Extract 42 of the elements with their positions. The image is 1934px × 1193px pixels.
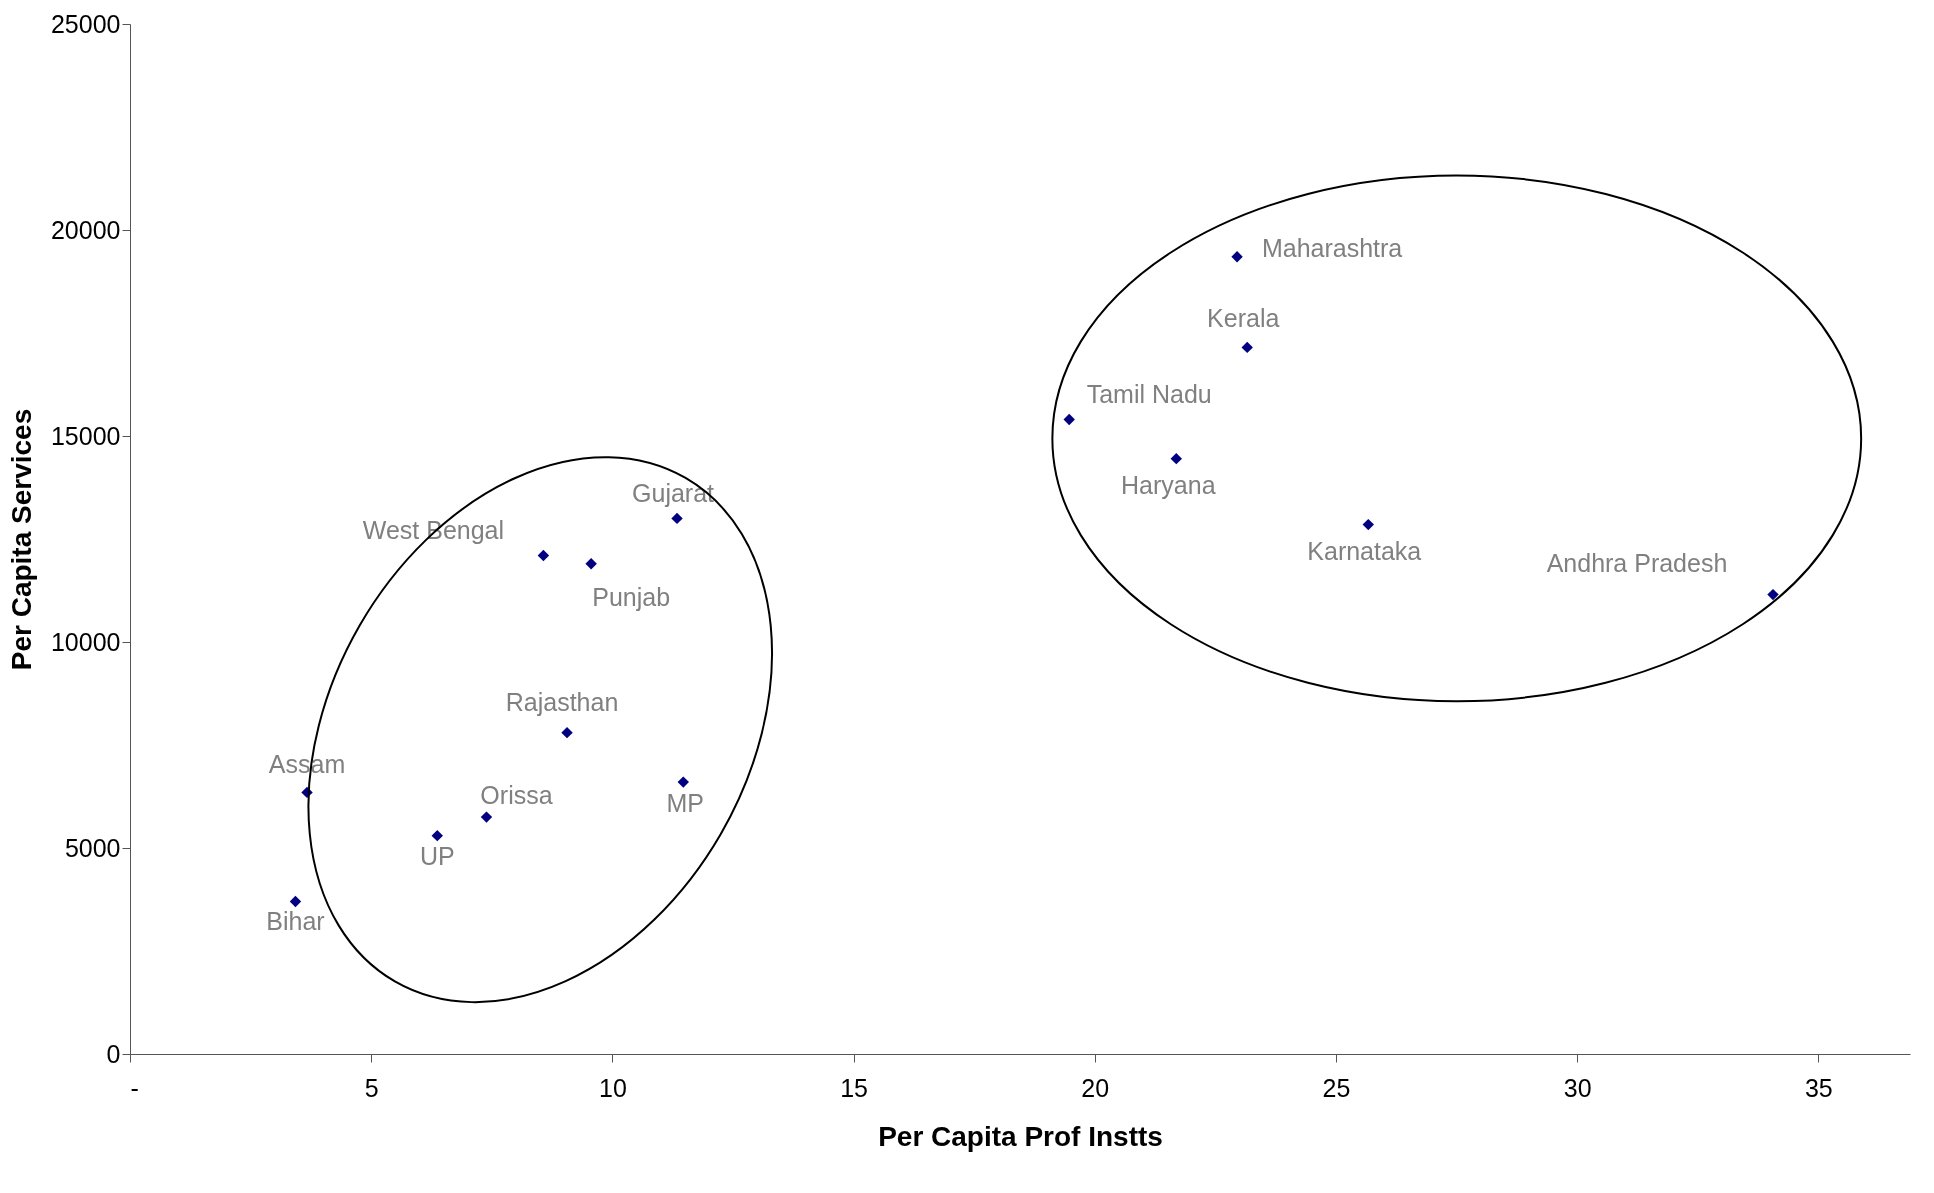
point	[1362, 518, 1374, 531]
point	[480, 811, 493, 823]
annotation: Bihar	[266, 907, 325, 936]
point	[677, 776, 689, 788]
point	[1767, 588, 1779, 601]
point	[1231, 251, 1243, 263]
y-tick-label: 0	[106, 1039, 121, 1068]
annotation: Tamil Nadu	[1086, 379, 1212, 408]
point	[1241, 341, 1253, 354]
x-axis-title: Per Capita Prof Instts	[878, 1120, 1163, 1152]
annotation: Kerala	[1207, 304, 1280, 333]
point	[1063, 413, 1075, 426]
x-tick-label: 5	[364, 1073, 379, 1102]
point	[289, 895, 302, 908]
annotation: MP	[666, 789, 705, 818]
y-tick-label: 10000	[50, 627, 121, 656]
x-tick-label: 15	[840, 1073, 868, 1102]
point	[537, 549, 550, 562]
x-tick-label: 35	[1804, 1073, 1833, 1102]
y-tick-label: 5000	[64, 833, 121, 862]
x-tick-label: 25	[1322, 1073, 1351, 1102]
annotation: Orissa	[480, 781, 553, 810]
y-axis-title: Per Capita Services	[5, 408, 37, 671]
annotation: Karnataka	[1307, 536, 1422, 565]
annotation: Rajasthan	[505, 688, 619, 717]
x-tick-label: 20	[1081, 1073, 1110, 1102]
point	[1170, 452, 1182, 465]
y-tick-label: 20000	[50, 215, 121, 244]
point	[671, 512, 683, 525]
annotation: UP	[419, 841, 455, 870]
y-tick-label: 15000	[50, 421, 121, 450]
annotation: Andhra Pradesh	[1546, 548, 1728, 577]
point	[431, 829, 443, 842]
point	[585, 558, 597, 570]
annotation: Haryana	[1121, 470, 1216, 499]
point	[561, 726, 573, 739]
x-tick-label: 30	[1563, 1073, 1592, 1102]
x-tick-label: -	[130, 1073, 139, 1102]
y-tick-label: 25000	[50, 9, 121, 38]
annotation: Punjab	[592, 583, 671, 612]
x-tick-label: 10	[598, 1073, 627, 1102]
annotation: Maharashtra	[1261, 234, 1403, 263]
